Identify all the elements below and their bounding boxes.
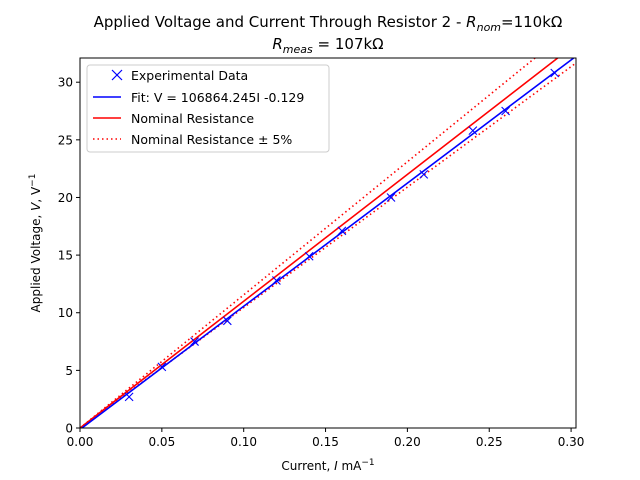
data-point bbox=[386, 193, 396, 202]
chart-title-line2: Rmeas = 107kΩ bbox=[272, 35, 383, 56]
y-axis-ticks: 0 5 10 15 20 25 30 bbox=[58, 76, 80, 436]
data-points bbox=[124, 68, 560, 402]
data-point bbox=[304, 251, 314, 261]
legend-marker-experimental bbox=[111, 69, 123, 81]
legend-label-nominal: Nominal Resistance bbox=[131, 111, 254, 126]
legend-box bbox=[86, 64, 330, 153]
x-axis-ticks: 0.00 0.05 0.10 0.15 0.20 0.25 0.30 bbox=[67, 428, 585, 449]
x-tick-label: 0.15 bbox=[312, 435, 339, 449]
x-tick-label: 0.25 bbox=[476, 435, 503, 449]
y-tick-label: 30 bbox=[58, 76, 73, 90]
data-point bbox=[272, 276, 281, 285]
chart-title-line1: Applied Voltage and Current Through Resi… bbox=[94, 13, 563, 34]
data-point bbox=[419, 170, 429, 179]
y-tick-label: 0 bbox=[65, 422, 73, 436]
y-tick-label: 25 bbox=[58, 133, 73, 147]
y-axis-label: Applied Voltage, V, V−1 bbox=[28, 174, 43, 313]
data-point bbox=[550, 68, 560, 78]
y-tick-label: 15 bbox=[58, 249, 73, 263]
series-line-3 bbox=[80, 62, 576, 428]
legend: Experimental Data Fit: V = 106864.245I -… bbox=[86, 64, 330, 153]
x-tick-label: 0.05 bbox=[148, 435, 175, 449]
legend-label-experimental: Experimental Data bbox=[131, 68, 248, 83]
data-point bbox=[190, 337, 199, 346]
legend-label-tolerance: Nominal Resistance ± 5% bbox=[131, 132, 292, 147]
x-tick-label: 0.20 bbox=[394, 435, 421, 449]
data-point bbox=[222, 316, 232, 326]
data-point bbox=[501, 106, 510, 116]
series-line-1 bbox=[80, 58, 560, 428]
y-tick-label: 10 bbox=[58, 306, 73, 320]
data-point bbox=[124, 392, 134, 402]
series-line-2 bbox=[80, 58, 537, 428]
plot-frame bbox=[79, 57, 577, 429]
x-tick-label: 0.30 bbox=[558, 435, 585, 449]
x-axis-label: Current, I mA−1 bbox=[281, 458, 374, 473]
y-tick-label: 5 bbox=[65, 364, 73, 378]
data-point bbox=[468, 126, 478, 136]
legend-label-fit: Fit: V = 106864.245I -0.129 bbox=[131, 90, 304, 105]
data-point bbox=[337, 226, 347, 236]
data-point bbox=[157, 362, 167, 372]
x-tick-label: 0.00 bbox=[67, 435, 94, 449]
y-tick-label: 20 bbox=[58, 191, 73, 205]
x-tick-label: 0.10 bbox=[230, 435, 257, 449]
